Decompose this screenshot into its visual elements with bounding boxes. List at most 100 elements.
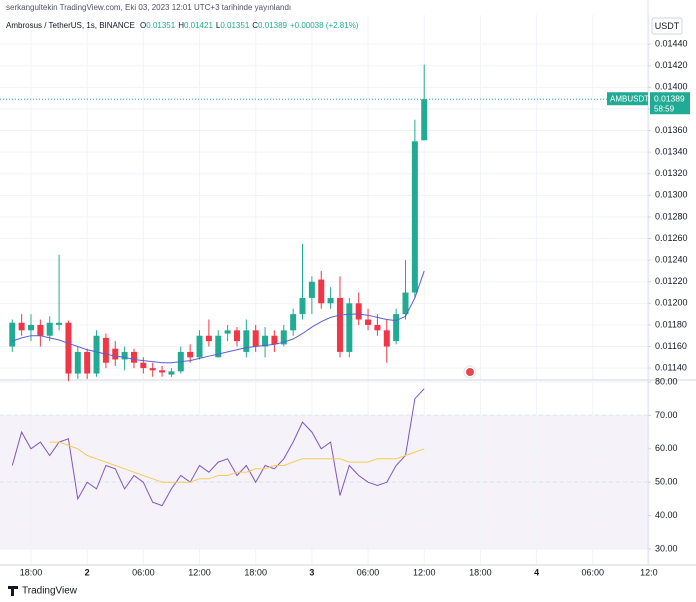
ohlc-value: 0.01351: [220, 21, 250, 30]
candle-body: [121, 351, 128, 360]
brand: TradingView: [22, 586, 78, 597]
candle-body: [65, 322, 72, 374]
candle-body: [336, 297, 343, 352]
symbol-title: Ambrosus / TetherUS, 1s, BINANCE: [6, 21, 135, 30]
candle-body: [299, 297, 306, 315]
y-tick-label: 0.01140: [655, 362, 687, 372]
y-tick-label: 0.01440: [655, 39, 688, 49]
candle-body: [233, 330, 240, 342]
x-tick-label: 06:00: [132, 567, 155, 577]
candle-body: [149, 368, 156, 371]
candle-body: [252, 330, 259, 347]
ohlc-label: L: [215, 21, 221, 30]
event-icon-flag[interactable]: [466, 368, 474, 376]
brand-logo: [8, 586, 18, 596]
ohlc-label: C: [252, 21, 259, 30]
candle-body: [74, 351, 81, 374]
candle-body: [355, 303, 362, 320]
price-tag-text: 0.01389: [654, 93, 685, 103]
x-tick-label: 2: [85, 567, 90, 577]
y-tick-label: 0.01320: [655, 168, 688, 178]
y-tick-label: 0.01180: [655, 319, 687, 329]
y-tick-label: 0.01160: [655, 341, 687, 351]
candle-body: [84, 351, 91, 374]
y-tick-label: 0.01240: [655, 255, 688, 265]
legend: Ambrosus / TetherUS, 1s, BINANCE O0.0135…: [6, 21, 361, 30]
candle-body: [37, 324, 44, 336]
ohlc-label: O: [140, 21, 147, 30]
x-tick-label: 06:00: [357, 567, 380, 577]
candle-body: [308, 281, 315, 298]
candle-body: [365, 319, 372, 325]
y-tick-label: 0.01260: [655, 233, 688, 243]
y-tick-label: 0.01200: [655, 298, 688, 308]
candle-body: [159, 370, 166, 373]
x-tick-label: 12:00: [413, 567, 436, 577]
x-tick-label: 18:00: [244, 567, 267, 577]
y-tick-label: 0.01400: [655, 82, 688, 92]
candle-body: [421, 99, 428, 141]
y-tick-label: 50.00: [655, 477, 678, 487]
line: [12, 270, 425, 364]
currency-box[interactable]: [651, 17, 683, 35]
candle-body: [140, 362, 147, 369]
candle-body: [9, 322, 16, 347]
y-tick-label: 0.01340: [655, 147, 688, 157]
ohlc-value: 0.01351: [146, 21, 176, 30]
x-tick-label: 18:00: [20, 567, 43, 577]
candle-body: [383, 330, 390, 347]
candle-body: [290, 314, 297, 331]
candle-body: [271, 335, 278, 345]
y-tick-label: 0.01280: [655, 211, 688, 221]
symbol-tag-text: AMBUSDT: [610, 94, 649, 103]
symbol-tag: [607, 92, 648, 106]
ohlc-value: 0.01389: [258, 21, 287, 30]
x-tick-label: 4: [534, 567, 539, 577]
candle-body: [168, 371, 175, 375]
candle-body: [393, 314, 400, 342]
ohlc-label: H: [178, 21, 184, 30]
candle-body: [112, 348, 119, 360]
candle-body: [27, 324, 34, 331]
candle-body: [374, 324, 381, 331]
candle-body: [346, 303, 353, 352]
candle-body: [196, 335, 203, 358]
change: +0.00038 (+2.81%): [289, 21, 359, 30]
candle-body: [215, 335, 222, 358]
candle-body: [187, 351, 194, 358]
candle-body: [205, 335, 212, 342]
candle-body: [56, 322, 63, 325]
y-tick-label: 0.01220: [655, 276, 688, 286]
y-tick-label: 40.00: [655, 510, 678, 520]
candle-body: [402, 292, 409, 315]
countdown: 58:59: [654, 104, 675, 113]
line: [49, 441, 425, 483]
y-tick-label: 0.01420: [655, 60, 688, 70]
candle-body: [46, 322, 53, 336]
candle-body: [411, 141, 418, 293]
y-tick-label: 80.00: [655, 376, 678, 386]
plot: [0, 15, 650, 565]
y-tick-label: 70.00: [655, 410, 678, 420]
candle-body: [93, 335, 100, 374]
y-tick-label: 0.01300: [655, 190, 688, 200]
x-tick-label: 12:0: [640, 567, 658, 577]
y-tick-label: 0.01360: [655, 125, 688, 135]
y-tick-label: 60.00: [655, 443, 678, 453]
candle-body: [318, 279, 325, 304]
candle-body: [243, 330, 250, 352]
ohlc-value: 0.01421: [183, 21, 213, 30]
byline: serkangultekin TradingView.com, Eki 03, …: [6, 3, 292, 12]
candle-body: [262, 335, 269, 347]
x-tick-label: 18:00: [469, 567, 492, 577]
candle-body: [224, 330, 231, 334]
price-tag: [650, 92, 690, 115]
candle-body: [130, 351, 137, 363]
line: [11, 388, 425, 507]
candle-body: [280, 330, 287, 345]
x-tick-label: 12:00: [188, 567, 211, 577]
candle-body: [18, 322, 25, 331]
currency[interactable]: USDT: [655, 21, 680, 31]
